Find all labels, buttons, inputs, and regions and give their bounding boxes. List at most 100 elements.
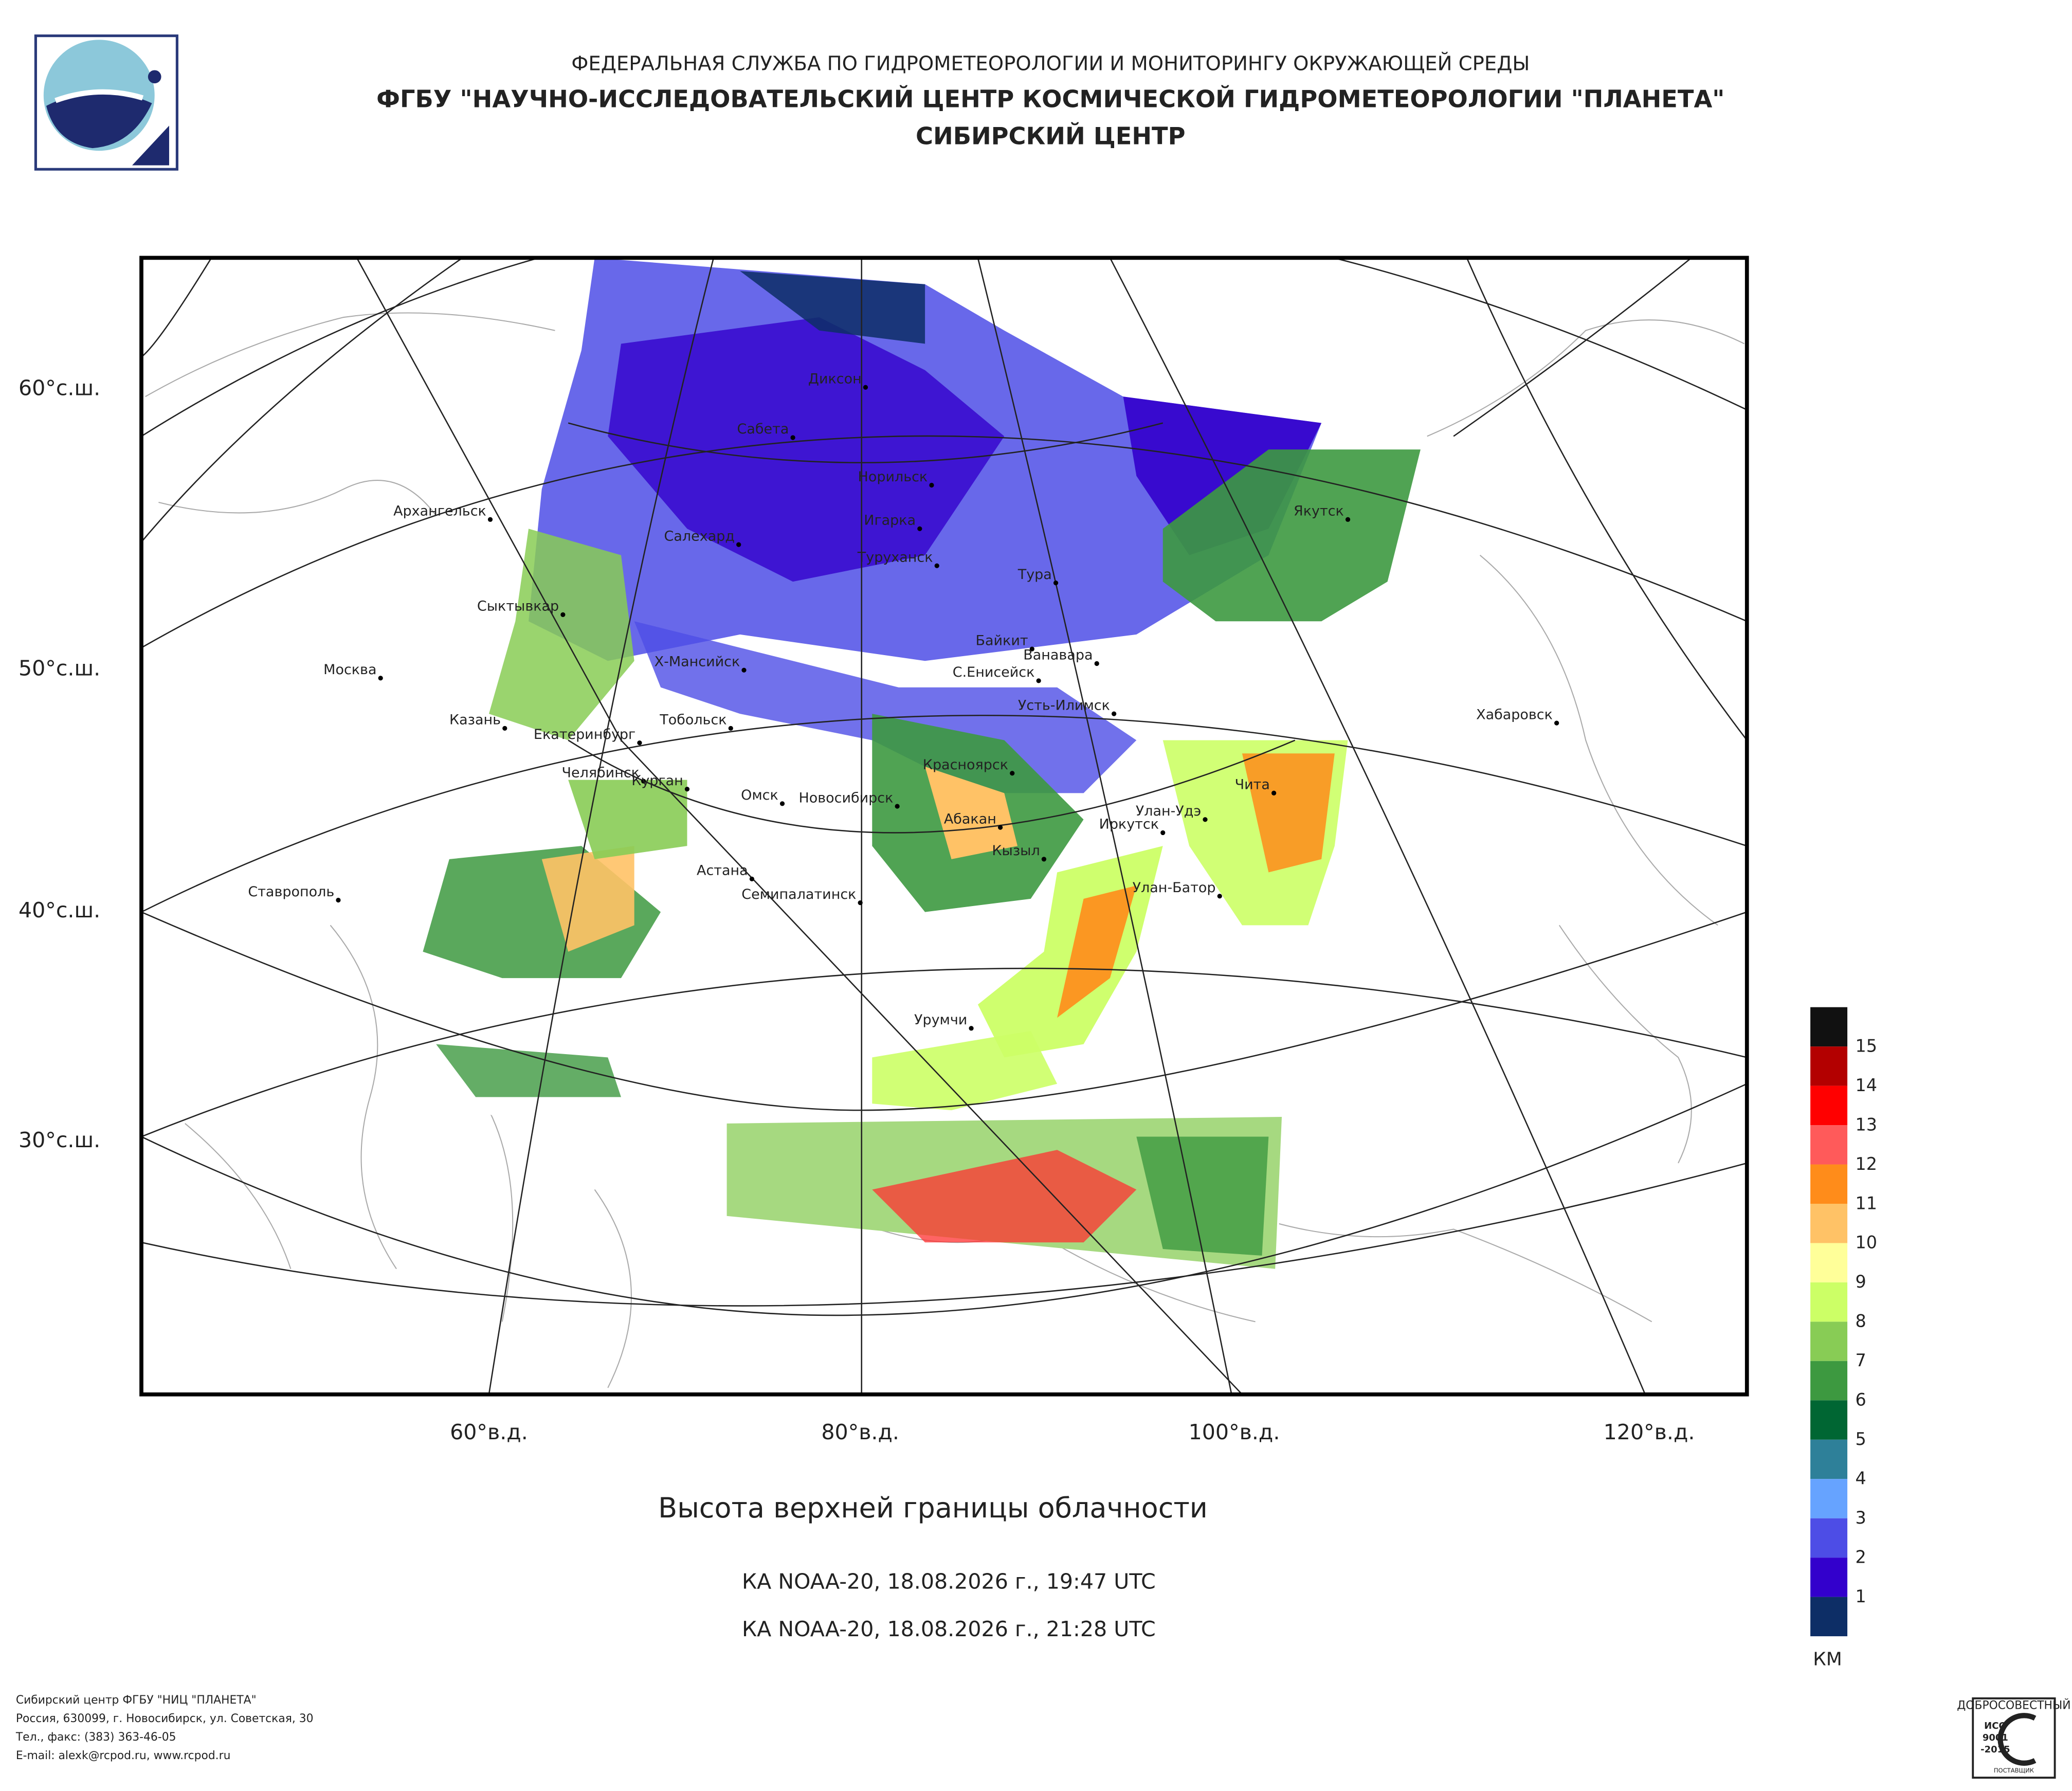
city-label: Курган [631, 773, 683, 789]
badge-text: 9001 [1983, 1732, 2008, 1743]
city-dot [858, 900, 863, 906]
city-label: Тобольск [659, 712, 726, 728]
map-frame [139, 256, 1749, 1397]
city-label: Абакан [944, 811, 996, 827]
city-dot [1160, 830, 1166, 836]
lat-label: 50°с.ш. [19, 656, 100, 681]
lat-label: 60°с.ш. [19, 376, 100, 401]
city-dot [779, 801, 785, 806]
city-dot [560, 612, 566, 617]
city-label: Семипалатинск [741, 887, 856, 902]
footer-line: E-mail: alexk@rcpod.ru, www.rcpod.ru [16, 1749, 231, 1762]
city-dot [1053, 581, 1059, 586]
legend-unit: КМ [1813, 1649, 1842, 1670]
city-label: Игарка [864, 513, 916, 529]
legend-swatch [1810, 1046, 1848, 1086]
city-label: Казань [449, 712, 501, 728]
city-label: Диксон [808, 371, 862, 387]
iso-badge: ДОБРОСОВЕСТНЫЙ ИСО 9001 -2015 ПОСТАВЩИК [1957, 1697, 2071, 1779]
city-label: Ставрополь [248, 884, 334, 900]
city-label: Салехард [664, 528, 735, 544]
legend-label: 11 [1855, 1193, 1877, 1213]
city-dot [641, 779, 646, 784]
cities: Диксон Сабета Норильск Игарка Салехард Туруха… [248, 371, 1559, 1031]
city-label: Сыктывкар [477, 599, 559, 614]
cloud-imagery [376, 258, 1421, 1269]
city-label: С.Енисейск [953, 664, 1035, 680]
legend-swatch [1810, 1125, 1848, 1165]
legend-swatch [1810, 1518, 1848, 1558]
legend-label: 7 [1855, 1350, 1866, 1370]
city-label: Красноярск [923, 757, 1008, 773]
legend-swatch [1810, 1558, 1848, 1597]
legend-swatch [1810, 1282, 1848, 1322]
city-label: Архангельск [393, 503, 486, 519]
city-dot [487, 517, 493, 522]
legend-swatch [1810, 1400, 1848, 1440]
city-dot [929, 482, 934, 488]
city-dot [728, 726, 733, 731]
city-label: Омск [741, 787, 778, 803]
lat-labels: 60°с.ш. 50°с.ш. 40°с.ш. 30°с.ш. [19, 376, 100, 1152]
city-dot [1345, 517, 1351, 522]
legend: 15 14 13 12 11 10 9 8 7 6 5 4 3 2 1 КМ [1810, 1007, 1877, 1670]
city-label: Якутск [1294, 503, 1344, 519]
city-dot [863, 385, 868, 390]
badge-text: ИСО [1984, 1721, 2007, 1731]
legend-swatch [1810, 1007, 1848, 1047]
legend-label: 1 [1855, 1586, 1866, 1606]
city-dot [1036, 678, 1041, 683]
city-label: Екатеринбург [534, 727, 635, 743]
legend-swatch [1810, 1597, 1848, 1637]
legend-swatch [1810, 1322, 1848, 1361]
city-dot [895, 804, 900, 809]
city-dot [1554, 720, 1559, 726]
lon-label: 80°в.д. [821, 1420, 899, 1444]
header-line: СИБИРСКИЙ ЦЕНТР [916, 122, 1185, 150]
city-label: Усть-Илимск [1018, 697, 1110, 713]
city-label: Тура [1017, 567, 1052, 583]
city-label: Иркутск [1099, 817, 1159, 833]
pass-info: КА NOAA-20, 18.08.2026 г., 19:47 UTC [742, 1569, 1156, 1594]
legend-label: 8 [1855, 1311, 1866, 1331]
lon-label: 100°в.д. [1189, 1420, 1280, 1444]
city-dot [1203, 817, 1208, 822]
city-label: Чита [1235, 777, 1270, 793]
legend-swatch [1810, 1086, 1848, 1126]
city-label: Ванавара [1023, 647, 1093, 663]
pass-info: КА NOAA-20, 18.08.2026 г., 21:28 UTC [742, 1617, 1156, 1641]
legend-label: 10 [1855, 1233, 1877, 1253]
lat-label: 40°с.ш. [19, 898, 100, 922]
legend-swatch [1810, 1479, 1848, 1518]
badge-text: ДОБРОСОВЕСТНЫЙ [1957, 1698, 2070, 1712]
city-label: Сабета [737, 421, 789, 437]
city-dot [1094, 661, 1099, 666]
city-dot [1217, 894, 1222, 899]
legend-swatch [1810, 1361, 1848, 1401]
footer-line: Тел., факс: (383) 363-46-05 [15, 1731, 176, 1744]
city-label: Астана [697, 863, 748, 879]
city-dot [749, 876, 755, 881]
city-dot [997, 825, 1003, 830]
city-label: Улан-Батор [1133, 880, 1216, 896]
city-dot [1041, 857, 1047, 862]
map-title: Высота верхней границы облачности [658, 1492, 1208, 1524]
city-label: Улан-Удэ [1136, 803, 1201, 819]
lon-label: 120°в.д. [1604, 1420, 1695, 1444]
city-dot [1112, 711, 1117, 716]
badge-text: ПОСТАВЩИК [1994, 1767, 2034, 1774]
legend-label: 12 [1855, 1154, 1877, 1174]
city-label: Челябинск [562, 765, 640, 781]
lat-label: 30°с.ш. [19, 1128, 100, 1152]
city-label: Урумчи [914, 1012, 967, 1028]
city-dot [1010, 771, 1015, 776]
city-dot [637, 740, 642, 746]
legend-swatch [1810, 1164, 1848, 1204]
legend-swatch [1810, 1203, 1848, 1243]
city-label: Москва [323, 662, 376, 678]
graticule [141, 258, 1747, 1395]
city-dot [736, 542, 741, 547]
legend-label: 2 [1855, 1547, 1866, 1567]
header-line: ФЕДЕРАЛЬНАЯ СЛУЖБА ПО ГИДРОМЕТЕОРОЛОГИИ … [571, 51, 1530, 75]
